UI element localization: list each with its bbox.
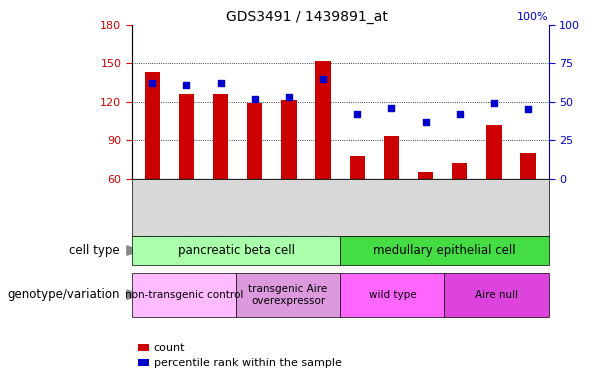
Bar bbox=[452, 163, 468, 179]
Point bbox=[181, 82, 191, 88]
Bar bbox=[213, 94, 228, 179]
Point bbox=[147, 80, 157, 86]
Point bbox=[489, 100, 499, 106]
Polygon shape bbox=[127, 290, 140, 300]
Text: GDS3491 / 1439891_at: GDS3491 / 1439891_at bbox=[226, 10, 387, 23]
Point bbox=[216, 80, 226, 86]
Bar bbox=[384, 136, 399, 179]
Text: 100%: 100% bbox=[517, 12, 549, 22]
Point bbox=[284, 94, 294, 100]
Bar bbox=[179, 94, 194, 179]
Point bbox=[387, 105, 397, 111]
Bar bbox=[520, 153, 536, 179]
Point bbox=[524, 106, 533, 113]
Bar bbox=[486, 125, 501, 179]
Text: pancreatic beta cell: pancreatic beta cell bbox=[178, 244, 294, 257]
Text: genotype/variation: genotype/variation bbox=[7, 288, 120, 301]
Bar bbox=[281, 101, 297, 179]
Point bbox=[455, 111, 465, 117]
Bar bbox=[316, 61, 331, 179]
Bar bbox=[145, 72, 160, 179]
Bar bbox=[349, 156, 365, 179]
Point bbox=[352, 111, 362, 117]
Text: wild type: wild type bbox=[368, 290, 416, 300]
Bar bbox=[418, 172, 433, 179]
Text: transgenic Aire
overexpressor: transgenic Aire overexpressor bbox=[248, 284, 328, 306]
Text: count: count bbox=[154, 343, 185, 353]
Point bbox=[318, 76, 328, 82]
Polygon shape bbox=[127, 246, 140, 255]
Text: non-transgenic control: non-transgenic control bbox=[124, 290, 243, 300]
Point bbox=[250, 96, 260, 102]
Text: cell type: cell type bbox=[69, 244, 120, 257]
Text: Aire null: Aire null bbox=[475, 290, 518, 300]
Point bbox=[421, 119, 430, 125]
Text: medullary epithelial cell: medullary epithelial cell bbox=[373, 244, 516, 257]
Bar bbox=[247, 103, 262, 179]
Text: percentile rank within the sample: percentile rank within the sample bbox=[154, 358, 341, 368]
